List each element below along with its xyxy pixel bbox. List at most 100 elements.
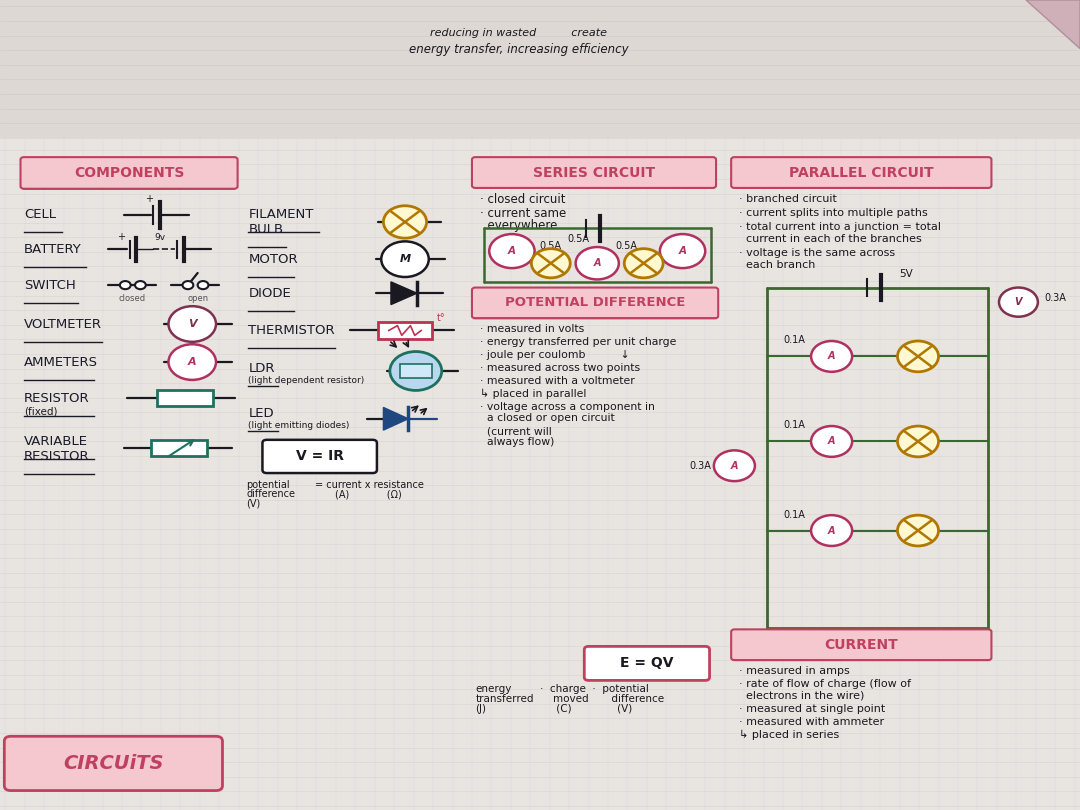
Text: 5V: 5V xyxy=(899,270,913,279)
Text: +: + xyxy=(117,232,125,241)
Bar xyxy=(378,322,432,339)
FancyBboxPatch shape xyxy=(262,440,377,473)
Text: RESISTOR: RESISTOR xyxy=(24,392,90,405)
Text: ↳ placed in series: ↳ placed in series xyxy=(739,730,839,740)
Text: (light emitting diodes): (light emitting diodes) xyxy=(248,420,350,430)
Text: LED: LED xyxy=(248,407,274,420)
FancyBboxPatch shape xyxy=(731,157,991,188)
Text: E = QV: E = QV xyxy=(620,656,674,671)
Circle shape xyxy=(811,341,852,372)
Text: LDR: LDR xyxy=(248,362,275,375)
Circle shape xyxy=(183,281,193,289)
Text: a closed or open circuit: a closed or open circuit xyxy=(480,413,615,423)
Text: SWITCH: SWITCH xyxy=(24,279,76,292)
Text: M: M xyxy=(400,254,410,264)
Text: · voltage across a component in: · voltage across a component in xyxy=(480,402,654,411)
Circle shape xyxy=(811,515,852,546)
Text: A: A xyxy=(828,526,835,535)
Circle shape xyxy=(624,249,663,278)
Text: (fixed): (fixed) xyxy=(24,407,57,416)
Text: 0.5A: 0.5A xyxy=(567,234,589,244)
Text: energy transfer, increasing efficiency: energy transfer, increasing efficiency xyxy=(408,43,629,56)
Text: current in each of the branches: current in each of the branches xyxy=(739,234,921,244)
Text: (J): (J) xyxy=(475,704,486,714)
Text: open: open xyxy=(187,294,208,303)
Polygon shape xyxy=(391,282,417,305)
Text: · measured with ammeter: · measured with ammeter xyxy=(739,717,883,727)
FancyBboxPatch shape xyxy=(472,288,718,318)
Text: CURRENT: CURRENT xyxy=(824,637,899,652)
Text: always flow): always flow) xyxy=(480,437,554,447)
Text: reducing in wasted          create: reducing in wasted create xyxy=(430,28,607,38)
Text: 0.3A: 0.3A xyxy=(689,461,711,471)
Circle shape xyxy=(897,515,939,546)
Text: COMPONENTS: COMPONENTS xyxy=(73,166,185,180)
Text: CIRCUiTS: CIRCUiTS xyxy=(63,753,164,773)
Circle shape xyxy=(531,249,570,278)
FancyBboxPatch shape xyxy=(472,157,716,188)
Circle shape xyxy=(999,288,1038,317)
FancyBboxPatch shape xyxy=(584,646,710,680)
Text: electrons in the wire): electrons in the wire) xyxy=(739,691,864,701)
Text: 0.1A: 0.1A xyxy=(783,335,805,345)
Bar xyxy=(0,0,1080,138)
Text: ↳ placed in parallel: ↳ placed in parallel xyxy=(480,389,585,399)
Text: · measured in volts: · measured in volts xyxy=(480,324,584,334)
FancyBboxPatch shape xyxy=(4,736,222,791)
Text: · measured with a voltmeter: · measured with a voltmeter xyxy=(480,376,634,386)
Polygon shape xyxy=(1026,0,1080,49)
Text: · voltage is the same across: · voltage is the same across xyxy=(739,248,895,258)
Text: THERMISTOR: THERMISTOR xyxy=(248,324,335,337)
Text: 0.3A: 0.3A xyxy=(1044,292,1066,302)
Circle shape xyxy=(198,281,208,289)
Text: VARIABLE: VARIABLE xyxy=(24,435,87,448)
Text: 0.5A: 0.5A xyxy=(616,241,637,250)
Text: A: A xyxy=(828,352,835,361)
Text: · energy transferred per unit charge: · energy transferred per unit charge xyxy=(480,337,676,347)
Text: each branch: each branch xyxy=(739,260,815,270)
Text: everywhere: everywhere xyxy=(480,219,557,232)
Circle shape xyxy=(489,234,535,268)
Text: 5V: 5V xyxy=(899,634,913,644)
Text: POTENTIAL DIFFERENCE: POTENTIAL DIFFERENCE xyxy=(504,296,686,309)
Circle shape xyxy=(120,281,131,289)
Text: closed: closed xyxy=(118,294,146,303)
Text: · total current into a junction = total: · total current into a junction = total xyxy=(739,222,941,232)
Text: (C)              (V): (C) (V) xyxy=(540,704,632,714)
Text: 0.1A: 0.1A xyxy=(783,420,805,430)
Text: (light dependent resistor): (light dependent resistor) xyxy=(248,376,365,386)
Text: · current splits into multiple paths: · current splits into multiple paths xyxy=(739,208,928,218)
Text: V = IR: V = IR xyxy=(296,449,343,463)
Text: difference: difference xyxy=(246,489,295,499)
Text: · current same: · current same xyxy=(480,207,566,220)
Text: transferred: transferred xyxy=(475,694,534,704)
Circle shape xyxy=(714,450,755,481)
Text: (A)            (Ω): (A) (Ω) xyxy=(335,489,402,499)
Text: FILAMENT: FILAMENT xyxy=(248,208,314,221)
Text: SERIES CIRCUIT: SERIES CIRCUIT xyxy=(532,165,656,180)
Polygon shape xyxy=(383,407,408,430)
Text: MOTOR: MOTOR xyxy=(248,253,298,266)
Text: 0.5A: 0.5A xyxy=(539,241,561,250)
Text: A: A xyxy=(594,258,600,268)
Text: · rate of flow of charge (flow of: · rate of flow of charge (flow of xyxy=(739,679,910,688)
Text: moved       difference: moved difference xyxy=(540,694,664,704)
Text: · measured at single point: · measured at single point xyxy=(739,704,885,714)
Circle shape xyxy=(390,352,442,390)
Circle shape xyxy=(381,241,429,277)
Text: 9v: 9v xyxy=(154,232,165,241)
Text: (current will: (current will xyxy=(480,426,551,436)
Text: +: + xyxy=(145,194,153,204)
Bar xyxy=(400,364,432,378)
Text: · measured across two points: · measured across two points xyxy=(480,363,639,373)
Circle shape xyxy=(135,281,146,289)
Text: V: V xyxy=(188,319,197,329)
Text: potential: potential xyxy=(246,480,289,489)
Text: · closed circuit: · closed circuit xyxy=(480,193,565,206)
Circle shape xyxy=(897,341,939,372)
Text: · measured in amps: · measured in amps xyxy=(739,666,850,676)
Text: V: V xyxy=(1015,297,1022,307)
Circle shape xyxy=(168,344,216,380)
Text: ·  charge  ·  potential: · charge · potential xyxy=(540,684,649,694)
Text: AMMETERS: AMMETERS xyxy=(24,356,98,369)
